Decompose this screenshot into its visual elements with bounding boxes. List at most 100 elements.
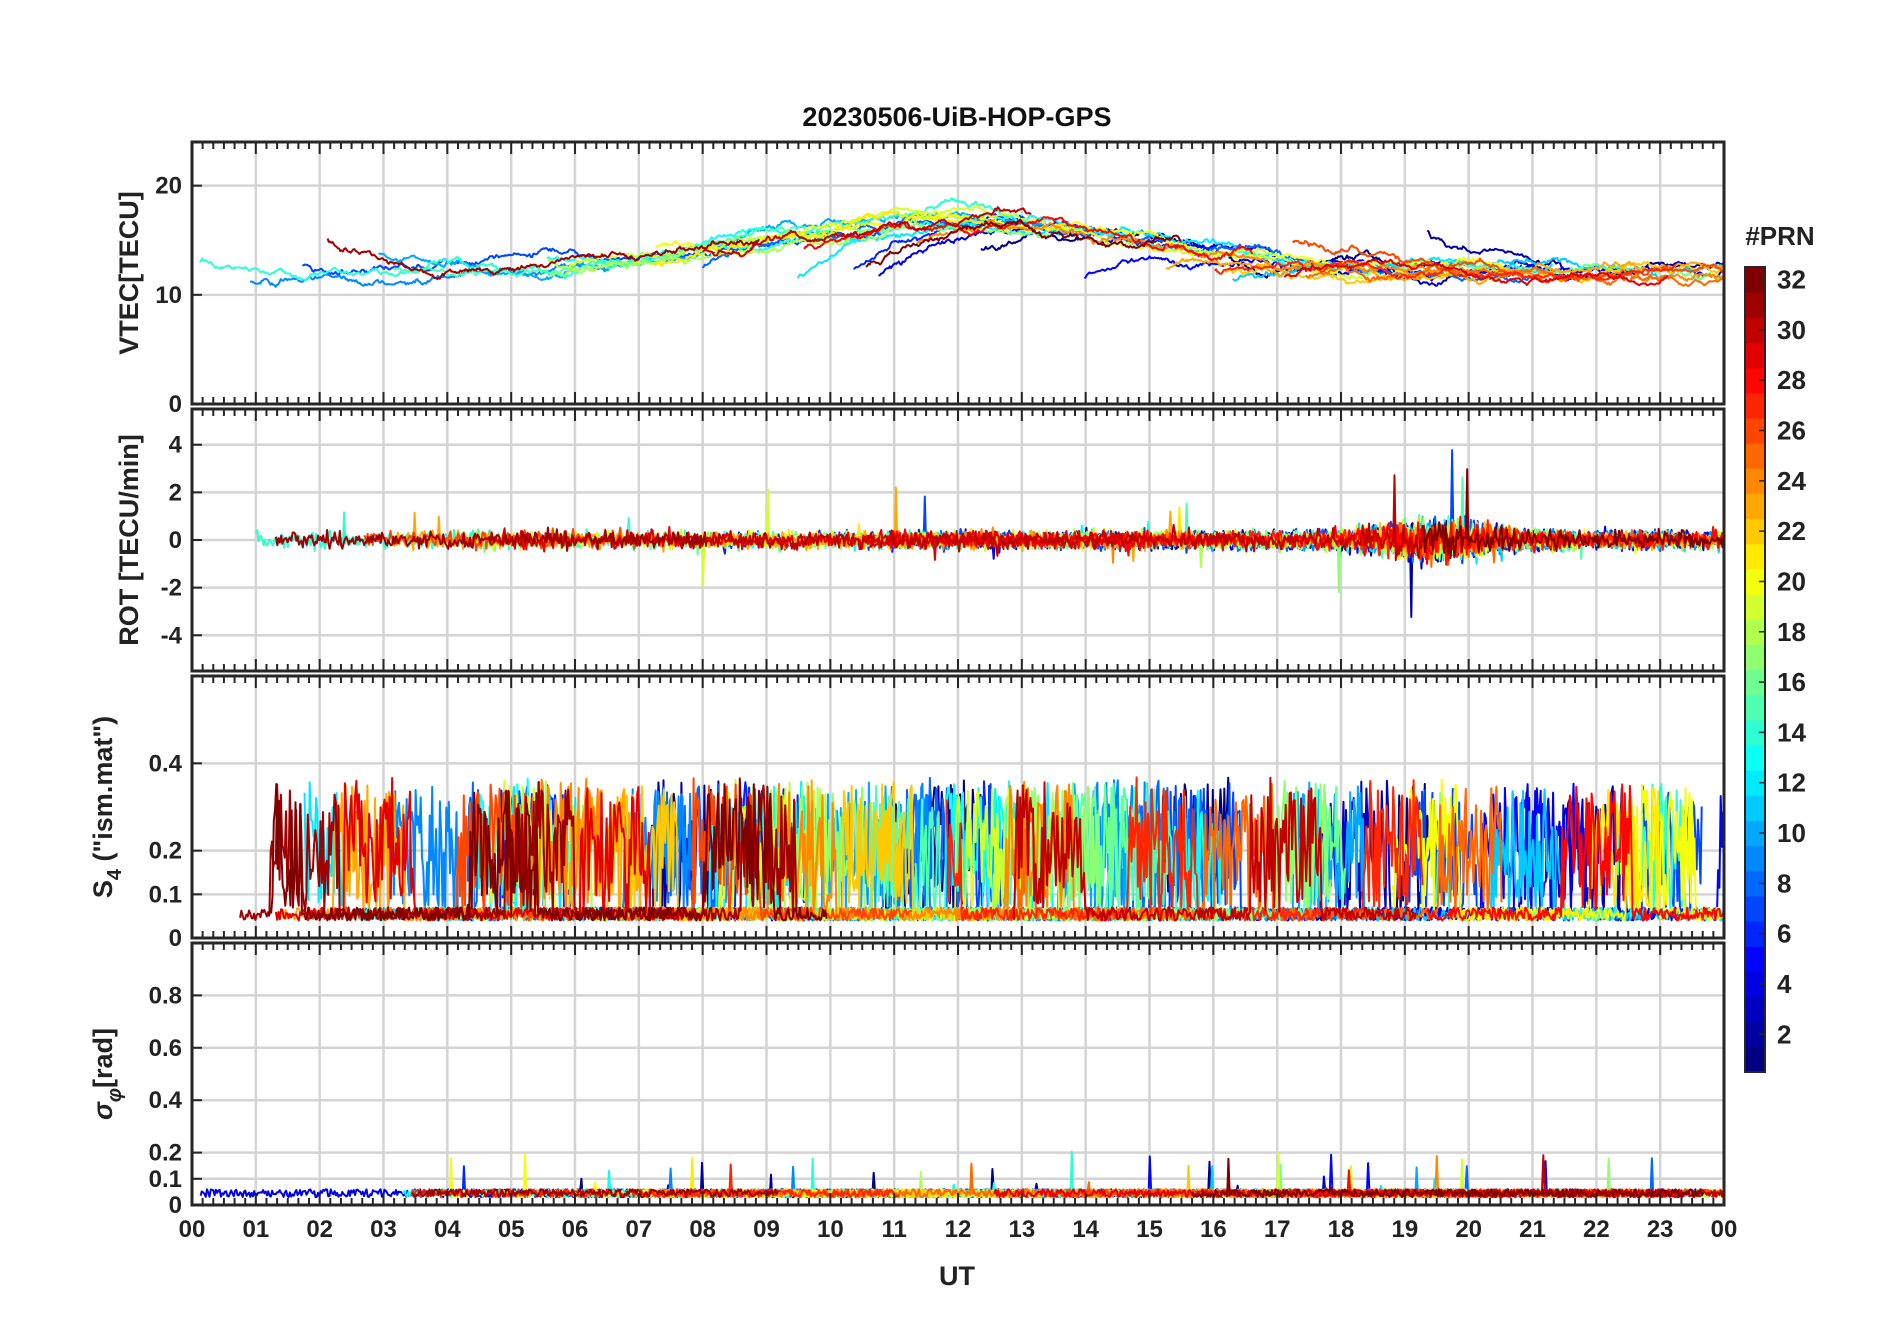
series-line-prn-23	[1165, 257, 1724, 286]
y-tick-labels-rot: -4 -2 0 2 4	[161, 432, 183, 650]
colorbar-band	[1745, 543, 1765, 570]
x-tick-label: 23	[1647, 1216, 1674, 1243]
series-line-prn-30	[702, 206, 1032, 258]
series-line-prn-31	[275, 526, 708, 552]
colorbar-band	[1745, 468, 1765, 495]
y-tick-label: 0.8	[149, 982, 182, 1009]
colorbar-band	[1745, 770, 1765, 796]
colorbar-band	[1745, 971, 1765, 998]
colorbar-tick-label: 4	[1777, 969, 1792, 999]
y-tick-label: 0	[169, 925, 182, 952]
series-line-prn-31	[326, 238, 760, 281]
colorbar-tick-label: 28	[1777, 365, 1806, 395]
x-tick-label: 05	[498, 1216, 525, 1243]
panel-vtec: 0 10 20 VTEC[TECU]	[114, 140, 1726, 418]
colorbar-band	[1745, 392, 1765, 419]
chart-title: 20230506-UiB-HOP-GPS	[802, 102, 1111, 132]
colorbar-band	[1745, 568, 1765, 595]
colorbar-tick-label: 20	[1777, 566, 1806, 596]
series-line-prn-30	[1012, 776, 1417, 922]
y-tick-label: 0.4	[149, 750, 183, 777]
series-sigma	[199, 1150, 1724, 1199]
x-tick-label: 04	[434, 1216, 461, 1243]
panel-rot: -4 -2 0 2 4 ROT [TECU/min]	[114, 407, 1726, 673]
colorbar-tick-label: 2	[1777, 1019, 1791, 1049]
colorbar-tick-label: 32	[1777, 265, 1806, 295]
x-tick-label: 01	[242, 1216, 269, 1243]
panel-sigma-phi: 00.10.2 0.4 0.6 0.8 σφ[rad]	[88, 941, 1726, 1219]
series-rot	[255, 449, 1724, 618]
colorbar-band	[1745, 267, 1765, 293]
series-line-prn-25	[1012, 782, 1503, 922]
y-axis-label-sigma: σφ[rad]	[88, 1028, 126, 1120]
series-line-prn-31	[411, 1188, 779, 1199]
colorbar-band	[1745, 845, 1765, 872]
colorbar-band	[1745, 619, 1765, 645]
series-line-prn-22	[1224, 261, 1724, 285]
y-tick-label: 0.6	[149, 1035, 182, 1062]
x-tick-label: 17	[1264, 1216, 1291, 1243]
colorbar-band	[1745, 367, 1765, 394]
colorbar-band	[1745, 694, 1765, 721]
x-tick-label: 18	[1328, 1216, 1355, 1243]
x-tick-label: 06	[562, 1216, 589, 1243]
y-tick-label: 0.4	[149, 1087, 183, 1114]
colorbar-band	[1745, 921, 1765, 947]
colorbar-band	[1745, 644, 1765, 671]
colorbar-band	[1745, 1046, 1765, 1073]
grid-sigma	[192, 943, 1724, 1205]
series-line-prn-30	[667, 474, 1433, 562]
colorbar-tick-label: 12	[1777, 768, 1806, 798]
y-tick-label: 0	[169, 1192, 182, 1219]
y-tick-label: 0.2	[149, 838, 182, 865]
series-line-prn-27	[1214, 259, 1677, 281]
y-tick-label: 0	[169, 527, 182, 554]
y-axis-label-vtec: VTEC[TECU]	[114, 191, 144, 355]
x-tick-labels: 00 01 02 03 04 05 06 07 08 09 10 11 12 13 14 15 16 17 18 19…	[179, 1216, 1738, 1243]
x-tick-label: 07	[625, 1216, 652, 1243]
colorbar-band	[1745, 744, 1765, 771]
x-tick-label: 00	[1711, 1216, 1738, 1243]
y-tick-label: 0.1	[149, 1166, 182, 1193]
colorbar-tick-label: 18	[1777, 617, 1806, 647]
colorbar-band	[1745, 594, 1765, 620]
series-line-prn-32	[865, 218, 1182, 268]
x-tick-label: 09	[753, 1216, 780, 1243]
colorbar-tick-label: 26	[1777, 416, 1806, 446]
series-vtec	[198, 197, 1724, 288]
series-line-prn-18	[547, 213, 986, 275]
colorbar-tick-label: 22	[1777, 516, 1806, 546]
y-tick-labels-vtec: 0 10 20	[155, 173, 182, 418]
x-tick-label: 11	[881, 1216, 906, 1243]
x-tick-label: 00	[179, 1216, 206, 1243]
colorbar-band	[1745, 996, 1765, 1023]
colorbar-tick-label: 10	[1777, 818, 1806, 848]
y-tick-label: 2	[169, 479, 182, 506]
colorbar-band	[1745, 719, 1765, 746]
x-tick-label: 20	[1455, 1216, 1482, 1243]
y-tick-label: -4	[161, 622, 183, 649]
y-axis-label-rot: ROT [TECU/min]	[114, 434, 144, 645]
series-line-prn-29	[1283, 258, 1669, 287]
y-axis-label-s4: S4 ("ism.mat")	[88, 716, 126, 898]
x-tick-label: 22	[1583, 1216, 1610, 1243]
x-axis-label: UT	[939, 1261, 975, 1291]
series-line-prn-28	[803, 216, 1254, 262]
colorbar-tick-label: 8	[1777, 868, 1791, 898]
series-line-prn-31	[239, 781, 798, 922]
colorbar-band	[1745, 317, 1765, 344]
x-tick-label: 13	[1008, 1216, 1035, 1243]
colorbar-band	[1745, 946, 1765, 972]
colorbar-band	[1745, 1021, 1765, 1048]
colorbar-band	[1745, 895, 1765, 922]
y-tick-label: -2	[161, 575, 182, 602]
y-tick-label: 20	[155, 173, 182, 200]
colorbar-band	[1745, 820, 1765, 847]
x-tick-label: 16	[1200, 1216, 1227, 1243]
y-tick-label: 0.2	[149, 1140, 182, 1167]
colorbar-label: #PRN	[1745, 221, 1814, 251]
colorbar-band	[1745, 493, 1765, 520]
series-line-prn-32	[267, 777, 828, 922]
colorbar-band	[1745, 870, 1765, 897]
